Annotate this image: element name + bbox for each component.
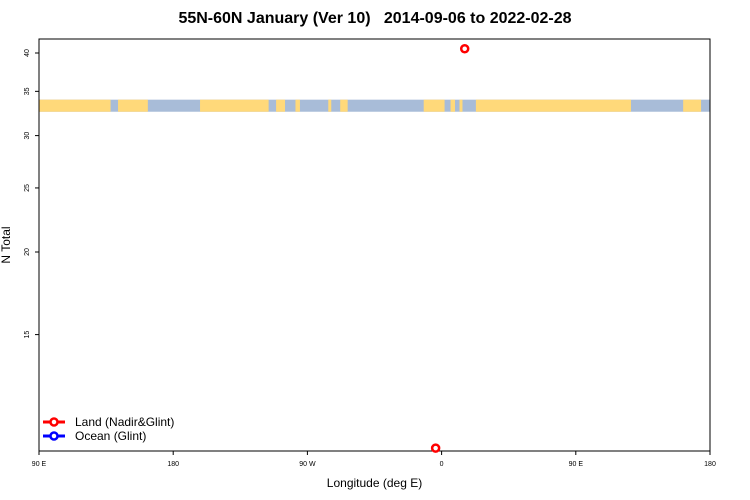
y-tick-label: 35 [24,87,31,95]
surface-band-land [276,99,286,112]
data-point [459,43,470,54]
y-tick-label: 30 [24,132,31,140]
plot-frame [38,38,711,452]
surface-band-land [459,99,463,112]
y-tick-label: 20 [24,248,31,256]
surface-band-land [340,99,348,112]
x-tick-label: 90 E [32,461,47,468]
surface-band-land [39,99,111,112]
legend-marker [49,431,59,441]
surface-band-land [450,99,456,112]
y-tick-label: 15 [24,331,31,339]
surface-band-land [423,99,445,112]
x-tick-label: 0 [440,461,444,468]
x-tick-label: 180 [704,461,716,468]
surface-band-land [118,99,148,112]
surface-band-land [295,99,300,112]
x-axis-label: Longitude (deg E) [326,476,423,490]
legend-label: Land (Nadir&Glint) [75,415,174,429]
data-point [430,443,441,453]
x-tick-label: 90 W [299,461,316,468]
surface-band-land [475,99,631,112]
chart-title: 55N-60N January (Ver 10) 2014-09-06 to 2… [178,10,572,27]
surface-band-land [683,99,702,112]
y-tick-label: 25 [24,184,31,192]
y-tick-label: 40 [24,49,31,57]
legend-label: Ocean (Glint) [75,429,146,443]
legend-marker [49,417,59,427]
surface-band-land [200,99,269,112]
x-tick-label: 180 [167,461,179,468]
x-tick-label: 90 E [569,461,584,468]
surface-band-land [328,99,332,112]
